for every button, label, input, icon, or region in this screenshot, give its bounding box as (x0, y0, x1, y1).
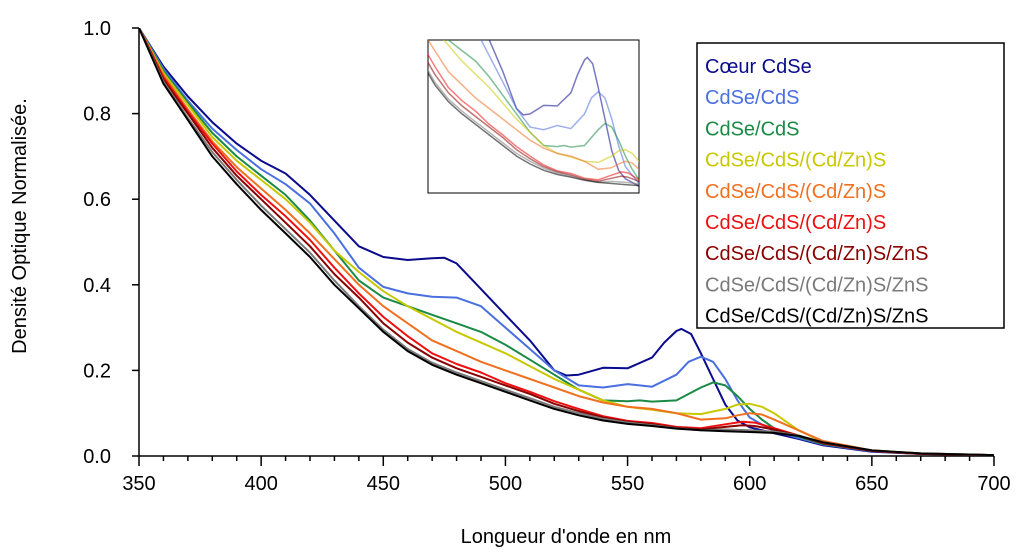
legend-entry: CdSe/CdS/(Cd/Zn)S (705, 150, 886, 172)
x-tick-label: 400 (244, 473, 277, 495)
inset-series-line-7 (428, 60, 639, 183)
inset-series-line-4 (442, 40, 639, 164)
x-tick-label: 500 (489, 473, 522, 495)
inset-series-line-3 (447, 40, 639, 181)
series-line-8 (139, 28, 994, 456)
x-tick-label: 450 (367, 473, 400, 495)
y-axis-title: Densité Optique Normalisée. (9, 98, 31, 354)
inset-group (428, 40, 639, 187)
x-tick-label: 700 (977, 473, 1010, 495)
legend-entry: CdSe/CdS (705, 118, 800, 140)
x-tick-label: 550 (611, 473, 644, 495)
x-tick-label: 600 (733, 473, 766, 495)
series-line-9 (139, 28, 994, 456)
y-tick-label: 0.8 (83, 104, 111, 126)
y-tick-label: 0.6 (83, 189, 111, 211)
series-line-3 (139, 28, 994, 456)
series-line-2 (139, 28, 994, 456)
y-ticks: 0.0 0.2 0.4 0.6 0.8 1.0 (83, 18, 139, 468)
y-tick-label: 1.0 (83, 18, 111, 40)
inset-series-line-9 (428, 71, 639, 187)
x-tick-label: 350 (122, 473, 155, 495)
series-line-6 (139, 28, 994, 456)
y-tick-label: 0.4 (83, 275, 111, 297)
legend-entry: CdSe/CdS/(Cd/Zn)S/ZnS (705, 274, 928, 296)
x-tick-label: 650 (855, 473, 888, 495)
inset-frame (427, 39, 640, 194)
legend-group: Cœur CdSe CdSe/CdS CdSe/CdS CdSe/CdS/(Cd/Zn… (705, 56, 928, 328)
series-line-4 (139, 28, 994, 456)
series-line-5 (139, 28, 994, 456)
legend-entry: CdSe/CdS/(Cd/Zn)S/ZnS (705, 243, 928, 265)
y-tick-label: 0.0 (83, 446, 111, 468)
legend-entry: CdSe/CdS/(Cd/Zn)S (705, 212, 886, 234)
inset-series-line-2 (480, 40, 639, 185)
x-axis-title: Longueur d'onde en nm (461, 526, 672, 548)
series-line-7 (139, 28, 994, 456)
x-ticks: 350 400 450 500 550 600 650 700 (122, 456, 1011, 495)
legend-box (696, 42, 1005, 329)
inset-series-line-6 (428, 52, 639, 181)
inset-series-line-5 (428, 40, 639, 171)
legend-entry: CdSe/CdS (705, 87, 800, 109)
series-group (139, 28, 994, 456)
inset-series-line-8 (428, 68, 639, 185)
legend-entry: Cœur CdSe (705, 56, 812, 78)
legend-entry: CdSe/CdS/(Cd/Zn)S (705, 181, 886, 203)
legend-entry: CdSe/CdS/(Cd/Zn)S/ZnS (705, 306, 928, 328)
y-tick-label: 0.2 (83, 360, 111, 382)
